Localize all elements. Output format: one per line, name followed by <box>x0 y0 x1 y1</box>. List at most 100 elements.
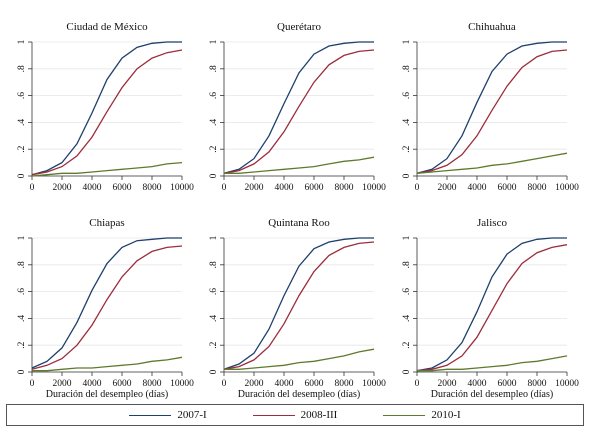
y-tick-label: .2 <box>209 341 219 348</box>
series-line-2007-I <box>416 41 567 174</box>
series-line-2008-III <box>223 241 375 370</box>
x-tick-label: 2000 <box>245 379 264 389</box>
y-tick-label: 1 <box>402 39 412 44</box>
x-tick-label: 4000 <box>468 379 487 389</box>
x-tick-label: 4000 <box>275 183 294 193</box>
plot-area <box>224 238 374 372</box>
x-tick-label: 4000 <box>83 183 102 193</box>
legend-label: 2008-III <box>300 409 338 421</box>
chart-figure: Ciudad de México 0 .2 .4 .6 .8 1 0 2000 4000 6000 8… <box>17 21 579 400</box>
y-tick-label: .4 <box>402 119 412 126</box>
plot-area <box>417 42 567 176</box>
y-tick-label: 0 <box>17 173 27 178</box>
y-tick-label: 0 <box>209 369 219 374</box>
series-line-2008-III <box>416 244 568 372</box>
y-tick-label: 0 <box>17 369 27 374</box>
x-tick-label: 6000 <box>113 379 132 389</box>
series-line-2010-I <box>224 348 375 370</box>
panel-title: Chiapas <box>89 217 124 229</box>
series-line-2008-III <box>416 49 568 174</box>
y-tick-label: 0 <box>209 173 219 178</box>
series-line-2010-I <box>224 156 375 174</box>
panel-1: Ciudad de México 0 .2 .4 .6 .8 1 0 2000 4000 6000 8… <box>17 21 194 193</box>
x-tick-label: 4000 <box>468 183 487 193</box>
y-tick-label: .8 <box>209 65 219 72</box>
panel-title: Chihuahua <box>468 21 516 33</box>
y-tick-label: .8 <box>402 65 412 72</box>
x-axis-label: Duración del desempleo (días) <box>238 389 360 400</box>
x-tick-label: 2000 <box>53 379 72 389</box>
panel-title: Jalisco <box>477 217 507 229</box>
y-tick-label: .6 <box>402 288 412 295</box>
x-tick-label: 8000 <box>143 183 162 193</box>
x-tick-label: 0 <box>415 379 420 389</box>
x-tick-label: 10000 <box>170 183 194 193</box>
panel-title: Quintana Roo <box>268 217 330 229</box>
x-tick-label: 4000 <box>275 379 294 389</box>
series-line-2008-III <box>31 49 183 176</box>
x-tick-label: 10000 <box>362 183 386 193</box>
series-line-2010-I <box>32 356 183 372</box>
y-tick-label: .2 <box>17 145 27 152</box>
series-line-2007-I <box>31 237 182 369</box>
plot-area <box>32 42 182 176</box>
legend-item: 2007-I <box>129 409 207 421</box>
x-tick-label: 6000 <box>498 379 517 389</box>
x-tick-label: 10000 <box>555 379 579 389</box>
series-line-2010-I <box>31 161 183 177</box>
panel-3: Chihuahua 0 .2 .4 .6 .8 1 0 2000 4000 6000 8000 1000… <box>402 21 579 193</box>
legend-label: 2010-I <box>431 409 461 421</box>
x-tick-label: 8000 <box>143 379 162 389</box>
y-tick-label: .2 <box>209 145 219 152</box>
panel-title: Querétaro <box>277 21 321 33</box>
y-tick-label: 1 <box>17 39 27 44</box>
y-tick-label: 0 <box>402 369 412 374</box>
x-tick-label: 10000 <box>362 379 386 389</box>
y-tick-label: .4 <box>209 315 219 322</box>
y-tick-label: .6 <box>402 92 412 99</box>
x-tick-label: 0 <box>30 183 35 193</box>
series-line-2010-I <box>416 152 568 174</box>
y-tick-label: .8 <box>17 65 27 72</box>
series-line-2008-III <box>31 245 183 370</box>
x-tick-label: 10000 <box>555 183 579 193</box>
legend-item: 2008-III <box>252 409 338 421</box>
legend-swatch <box>383 414 426 416</box>
x-tick-label: 2000 <box>438 183 457 193</box>
y-tick-label: .8 <box>209 261 219 268</box>
x-tick-label: 10000 <box>170 379 194 389</box>
x-tick-label: 6000 <box>305 183 324 193</box>
y-tick-label: 1 <box>402 235 412 240</box>
plot-area <box>224 42 374 176</box>
x-tick-label: 8000 <box>528 183 547 193</box>
y-tick-label: 1 <box>17 235 27 240</box>
x-tick-label: 0 <box>222 379 227 389</box>
x-tick-label: 6000 <box>113 183 132 193</box>
legend-swatch <box>252 414 295 416</box>
x-axis-label: Duración del desempleo (días) <box>431 389 553 400</box>
x-tick-label: 8000 <box>335 183 354 193</box>
plot-area <box>32 238 182 372</box>
legend-swatch <box>129 414 172 416</box>
legend-item: 2010-I <box>383 409 461 421</box>
y-tick-label: .8 <box>17 261 27 268</box>
series-line-2008-III <box>223 49 375 174</box>
x-tick-label: 8000 <box>335 379 354 389</box>
y-tick-label: .4 <box>402 315 412 322</box>
y-tick-label: .2 <box>402 145 412 152</box>
x-tick-label: 2000 <box>438 379 457 389</box>
y-tick-label: .2 <box>17 341 27 348</box>
series-line-2010-I <box>417 355 568 372</box>
y-tick-label: .6 <box>17 92 27 99</box>
y-tick-label: .4 <box>17 119 27 126</box>
y-tick-label: 1 <box>209 235 219 240</box>
y-tick-label: .6 <box>209 288 219 295</box>
x-tick-label: 2000 <box>245 183 264 193</box>
panel-5: Quintana Roo 0 .2 .4 .6 .8 1 0 2000 4000 6000 8000 1… <box>209 217 386 400</box>
x-tick-label: 6000 <box>305 379 324 389</box>
panel-title: Ciudad de México <box>66 21 148 33</box>
series-line-2007-I <box>31 41 182 176</box>
y-tick-label: .4 <box>17 315 27 322</box>
series-line-2007-I <box>223 237 374 370</box>
y-tick-label: .6 <box>17 288 27 295</box>
